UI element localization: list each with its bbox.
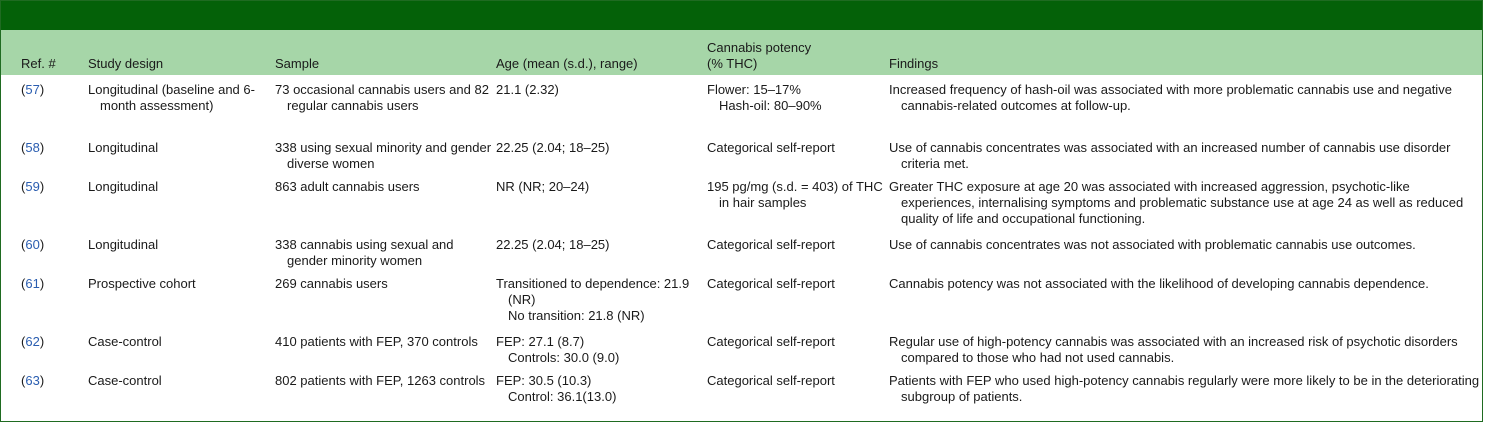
reference-link[interactable]: 57 bbox=[25, 82, 40, 97]
sample-cell: 338 cannabis using sexual and gender min… bbox=[275, 237, 454, 268]
findings-cell: Increased frequency of hash-oil was asso… bbox=[889, 82, 1452, 113]
sample-cell: 73 occasional cannabis users and 82 regu… bbox=[275, 82, 489, 113]
header-cannabis-potency: Cannabis potency (% THC) bbox=[707, 40, 812, 71]
age-cell: 22.25 (2.04; 18–25) bbox=[496, 237, 610, 252]
table-row: (61) Prospective cohort 269 cannabis use… bbox=[1, 269, 1482, 327]
ref-cell: (60) bbox=[21, 237, 45, 252]
age-cell: NR (NR; 20–24) bbox=[496, 179, 590, 194]
findings-cell: Use of cannabis concentrates was associa… bbox=[889, 140, 1451, 171]
potency-cell: 195 pg/mg (s.d. = 403) of THC in hair sa… bbox=[707, 179, 883, 210]
reference-link[interactable]: 62 bbox=[25, 334, 40, 349]
findings-cell: Patients with FEP who used high-potency … bbox=[889, 373, 1480, 404]
sample-cell: 863 adult cannabis users bbox=[275, 179, 420, 194]
sample-cell: 338 using sexual minority and gender div… bbox=[275, 140, 492, 171]
ref-cell: (63) bbox=[21, 373, 45, 388]
potency-cell: Categorical self-report bbox=[707, 276, 835, 291]
sample-cell: 802 patients with FEP, 1263 controls bbox=[275, 373, 486, 388]
potency-cell: Categorical self-report bbox=[707, 373, 835, 388]
table-body: (57) Longitudinal (baseline and 6-month … bbox=[1, 75, 1482, 406]
findings-cell: Greater THC exposure at age 20 was assoc… bbox=[889, 179, 1464, 226]
age-cell: FEP: 27.1 (8.7) Controls: 30.0 (9.0) bbox=[496, 334, 620, 365]
findings-cell: Regular use of high-potency cannabis was… bbox=[889, 334, 1458, 365]
table-row: (62) Case-control 410 patients with FEP,… bbox=[1, 327, 1482, 366]
table-row: (57) Longitudinal (baseline and 6-month … bbox=[1, 75, 1482, 133]
age-cell: 22.25 (2.04; 18–25) bbox=[496, 140, 610, 155]
reference-link[interactable]: 61 bbox=[25, 276, 40, 291]
potency-cell: Categorical self-report bbox=[707, 334, 835, 349]
study-design-cell: Case-control bbox=[88, 373, 162, 388]
findings-cell: Use of cannabis concentrates was not ass… bbox=[889, 237, 1416, 252]
sample-cell: 410 patients with FEP, 370 controls bbox=[275, 334, 478, 349]
age-cell: FEP: 30.5 (10.3) Control: 36.1(13.0) bbox=[496, 373, 617, 404]
study-design-cell: Longitudinal bbox=[88, 179, 159, 194]
header-ref: Ref. # bbox=[21, 56, 56, 71]
table-row: (63) Case-control 802 patients with FEP,… bbox=[1, 366, 1482, 406]
table-top-bar bbox=[1, 1, 1482, 30]
table-header: Ref. # Study design Sample Age (mean (s.… bbox=[1, 30, 1482, 75]
ref-cell: (59) bbox=[21, 179, 45, 194]
study-design-cell: Longitudinal bbox=[88, 237, 159, 252]
potency-cell: Categorical self-report bbox=[707, 140, 835, 155]
ref-cell: (62) bbox=[21, 334, 45, 349]
ref-cell: (57) bbox=[21, 82, 45, 97]
table-row: (60) Longitudinal 338 cannabis using sex… bbox=[1, 230, 1482, 269]
findings-cell: Cannabis potency was not associated with… bbox=[889, 276, 1429, 291]
header-age: Age (mean (s.d.), range) bbox=[496, 56, 638, 71]
table-row: (59) Longitudinal 863 adult cannabis use… bbox=[1, 172, 1482, 230]
study-design-cell: Prospective cohort bbox=[88, 276, 196, 291]
study-design-cell: Case-control bbox=[88, 334, 162, 349]
ref-cell: (58) bbox=[21, 140, 45, 155]
study-design-cell: Longitudinal (baseline and 6-month asses… bbox=[88, 82, 255, 113]
potency-cell: Flower: 15–17% Hash-oil: 80–90% bbox=[707, 82, 822, 113]
reference-link[interactable]: 63 bbox=[25, 373, 40, 388]
header-study-design: Study design bbox=[88, 56, 164, 71]
age-cell: Transitioned to dependence: 21.9 (NR) No… bbox=[496, 276, 690, 323]
header-findings: Findings bbox=[889, 56, 939, 71]
reference-link[interactable]: 58 bbox=[25, 140, 40, 155]
reference-link[interactable]: 59 bbox=[25, 179, 40, 194]
table-row: (58) Longitudinal 338 using sexual minor… bbox=[1, 133, 1482, 172]
ref-cell: (61) bbox=[21, 276, 45, 291]
potency-cell: Categorical self-report bbox=[707, 237, 835, 252]
sample-cell: 269 cannabis users bbox=[275, 276, 388, 291]
study-design-cell: Longitudinal bbox=[88, 140, 159, 155]
header-sample: Sample bbox=[275, 56, 320, 71]
age-cell: 21.1 (2.32) bbox=[496, 82, 559, 97]
reference-link[interactable]: 60 bbox=[25, 237, 40, 252]
